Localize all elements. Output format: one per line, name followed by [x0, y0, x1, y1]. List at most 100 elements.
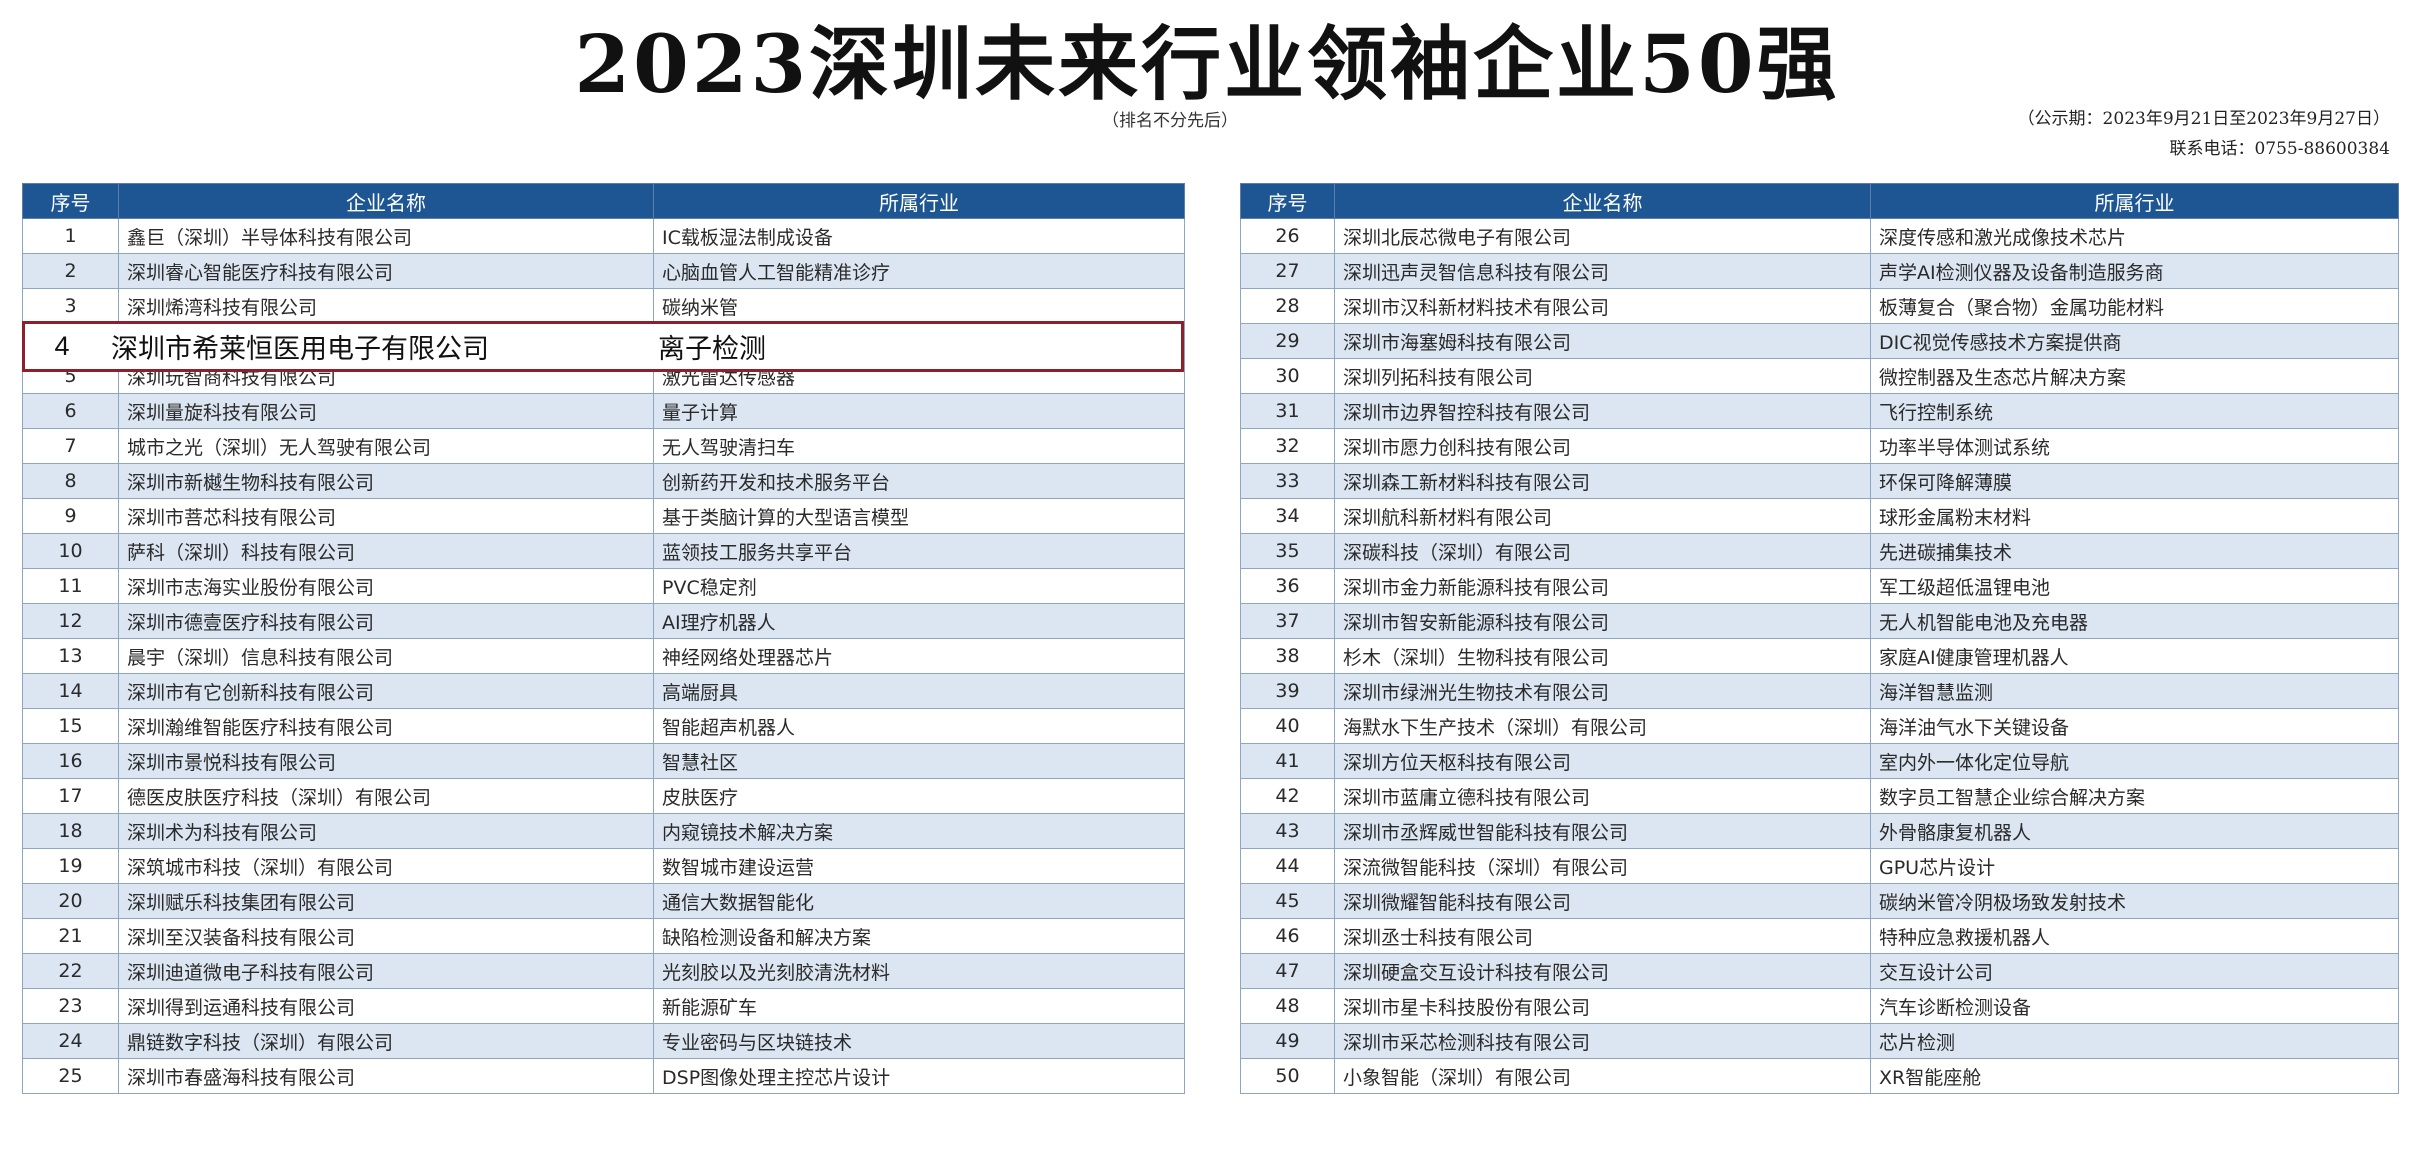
cell-company: 深筑城市科技（深圳）有限公司 — [118, 848, 654, 884]
cell-company: 深圳市菩芯科技有限公司 — [118, 498, 654, 534]
cell-company: 深圳市汉科新材料技术有限公司 — [1334, 288, 1871, 324]
cell-company: 深流微智能科技（深圳）有限公司 — [1334, 848, 1871, 884]
cell-company: 深圳迅声灵智信息科技有限公司 — [1334, 253, 1871, 289]
table-row: 15 深圳瀚维智能医疗科技有限公司 智能超声机器人 — [22, 708, 1185, 744]
cell-industry: 海洋油气水下关键设备 — [1870, 708, 2399, 744]
cell-index: 7 — [22, 428, 119, 464]
cell-index: 6 — [22, 393, 119, 429]
cell-index: 23 — [22, 988, 119, 1024]
cell-company: 深圳市智安新能源科技有限公司 — [1334, 603, 1871, 639]
cell-industry: 无人机智能电池及充电器 — [1870, 603, 2399, 639]
company-table-right: 序号 企业名称 所属行业 26 深圳北辰芯微电子有限公司 深度传感和激光成像技术芯片… — [1240, 183, 2399, 1094]
cell-industry: 心脑血管人工智能精准诊疗 — [653, 253, 1185, 289]
cell-index: 28 — [1240, 288, 1335, 324]
table-row: 32 深圳市愿力创科技有限公司 功率半导体测试系统 — [1240, 428, 2399, 464]
table-row: 24 鼎链数字科技（深圳）有限公司 专业密码与区块链技术 — [22, 1023, 1185, 1059]
cell-industry: AI理疗机器人 — [653, 603, 1185, 639]
cell-company: 深圳方位天枢科技有限公司 — [1334, 743, 1871, 779]
cell-company: 深圳赋乐科技集团有限公司 — [118, 883, 654, 919]
cell-index: 27 — [1240, 253, 1335, 289]
table-row: 44 深流微智能科技（深圳）有限公司 GPU芯片设计 — [1240, 848, 2399, 884]
header-industry: 所属行业 — [653, 183, 1185, 219]
cell-index: 39 — [1240, 673, 1335, 709]
cell-company: 深圳量旋科技有限公司 — [118, 393, 654, 429]
cell-index: 41 — [1240, 743, 1335, 779]
table-row: 2 深圳睿心智能医疗科技有限公司 心脑血管人工智能精准诊疗 — [22, 253, 1185, 289]
table-row: 29 深圳市海塞姆科技有限公司 DIC视觉传感技术方案提供商 — [1240, 323, 2399, 359]
header-company: 企业名称 — [118, 183, 654, 219]
cell-company: 深圳市新樾生物科技有限公司 — [118, 463, 654, 499]
table-row: 45 深圳微耀智能科技有限公司 碳纳米管冷阴极场致发射技术 — [1240, 883, 2399, 919]
cell-industry: 专业密码与区块链技术 — [653, 1023, 1185, 1059]
cell-company: 深圳市有它创新科技有限公司 — [118, 673, 654, 709]
highlight-industry: 离子检测 — [658, 334, 766, 364]
table-row: 18 深圳术为科技有限公司 内窥镜技术解决方案 — [22, 813, 1185, 849]
highlight-company: 深圳市希莱恒医用电子有限公司 — [111, 334, 489, 364]
cell-industry: 板薄复合（聚合物）金属功能材料 — [1870, 288, 2399, 324]
cell-industry: 飞行控制系统 — [1870, 393, 2399, 429]
cell-index: 46 — [1240, 918, 1335, 954]
highlighted-row: 4 深圳市希莱恒医用电子有限公司 离子检测 — [22, 321, 1184, 372]
cell-index: 3 — [22, 288, 119, 324]
cell-company: 深圳睿心智能医疗科技有限公司 — [118, 253, 654, 289]
table-row: 11 深圳市志海实业股份有限公司 PVC稳定剂 — [22, 568, 1185, 604]
table-row: 14 深圳市有它创新科技有限公司 高端厨具 — [22, 673, 1185, 709]
cell-index: 16 — [22, 743, 119, 779]
cell-company: 深圳市蓝庸立德科技有限公司 — [1334, 778, 1871, 814]
cell-industry: 汽车诊断检测设备 — [1870, 988, 2399, 1024]
cell-industry: 无人驾驶清扫车 — [653, 428, 1185, 464]
cell-company: 深圳市采芯检测科技有限公司 — [1334, 1023, 1871, 1059]
cell-company: 城市之光（深圳）无人驾驶有限公司 — [118, 428, 654, 464]
table-row: 39 深圳市绿洲光生物技术有限公司 海洋智慧监测 — [1240, 673, 2399, 709]
table-row: 12 深圳市德壹医疗科技有限公司 AI理疗机器人 — [22, 603, 1185, 639]
table-row: 28 深圳市汉科新材料技术有限公司 板薄复合（聚合物）金属功能材料 — [1240, 288, 2399, 324]
cell-index: 42 — [1240, 778, 1335, 814]
cell-industry: 皮肤医疗 — [653, 778, 1185, 814]
table-row: 36 深圳市金力新能源科技有限公司 军工级超低温锂电池 — [1240, 568, 2399, 604]
cell-index: 32 — [1240, 428, 1335, 464]
cell-index: 14 — [22, 673, 119, 709]
cell-company: 深圳得到运通科技有限公司 — [118, 988, 654, 1024]
cell-industry: 内窥镜技术解决方案 — [653, 813, 1185, 849]
cell-industry: XR智能座舱 — [1870, 1058, 2399, 1094]
cell-index: 1 — [22, 218, 119, 254]
cell-index: 34 — [1240, 498, 1335, 534]
cell-industry: 缺陷检测设备和解决方案 — [653, 918, 1185, 954]
cell-index: 26 — [1240, 218, 1335, 254]
cell-company: 深圳市丞辉威世智能科技有限公司 — [1334, 813, 1871, 849]
cell-index: 19 — [22, 848, 119, 884]
table-row: 33 深圳森工新材料科技有限公司 环保可降解薄膜 — [1240, 463, 2399, 499]
cell-company: 深圳市绿洲光生物技术有限公司 — [1334, 673, 1871, 709]
cell-index: 17 — [22, 778, 119, 814]
cell-company: 德医皮肤医疗科技（深圳）有限公司 — [118, 778, 654, 814]
cell-industry: 碳纳米管冷阴极场致发射技术 — [1870, 883, 2399, 919]
cell-industry: 芯片检测 — [1870, 1023, 2399, 1059]
ranking-note: （排名不分先后） — [1102, 111, 1238, 131]
header-index: 序号 — [22, 183, 119, 219]
table-row: 47 深圳硬盒交互设计科技有限公司 交互设计公司 — [1240, 953, 2399, 989]
cell-company: 深圳市海塞姆科技有限公司 — [1334, 323, 1871, 359]
table-row: 26 深圳北辰芯微电子有限公司 深度传感和激光成像技术芯片 — [1240, 218, 2399, 254]
table-header-row: 序号 企业名称 所属行业 — [1240, 183, 2399, 219]
cell-company: 晨宇（深圳）信息科技有限公司 — [118, 638, 654, 674]
cell-index: 30 — [1240, 358, 1335, 394]
table-row: 41 深圳方位天枢科技有限公司 室内外一体化定位导航 — [1240, 743, 2399, 779]
table-row: 23 深圳得到运通科技有限公司 新能源矿车 — [22, 988, 1185, 1024]
cell-industry: 微控制器及生态芯片解决方案 — [1870, 358, 2399, 394]
table-row: 3 深圳烯湾科技有限公司 碳纳米管 — [22, 288, 1185, 324]
cell-company: 深圳列拓科技有限公司 — [1334, 358, 1871, 394]
cell-company: 深圳丞士科技有限公司 — [1334, 918, 1871, 954]
cell-index: 49 — [1240, 1023, 1335, 1059]
company-table-left: 序号 企业名称 所属行业 1 鑫巨（深圳）半导体科技有限公司 IC载板湿法制成设备 2… — [22, 183, 1185, 1094]
cell-company: 深圳市边界智控科技有限公司 — [1334, 393, 1871, 429]
cell-company: 深圳市愿力创科技有限公司 — [1334, 428, 1871, 464]
cell-industry: 蓝领技工服务共享平台 — [653, 533, 1185, 569]
cell-index: 33 — [1240, 463, 1335, 499]
cell-industry: 环保可降解薄膜 — [1870, 463, 2399, 499]
table-row: 35 深碳科技（深圳）有限公司 先进碳捕集技术 — [1240, 533, 2399, 569]
table-row: 25 深圳市春盛海科技有限公司 DSP图像处理主控芯片设计 — [22, 1058, 1185, 1094]
cell-industry: 先进碳捕集技术 — [1870, 533, 2399, 569]
cell-index: 47 — [1240, 953, 1335, 989]
table-row: 34 深圳航科新材料有限公司 球形金属粉末材料 — [1240, 498, 2399, 534]
cell-index: 10 — [22, 533, 119, 569]
